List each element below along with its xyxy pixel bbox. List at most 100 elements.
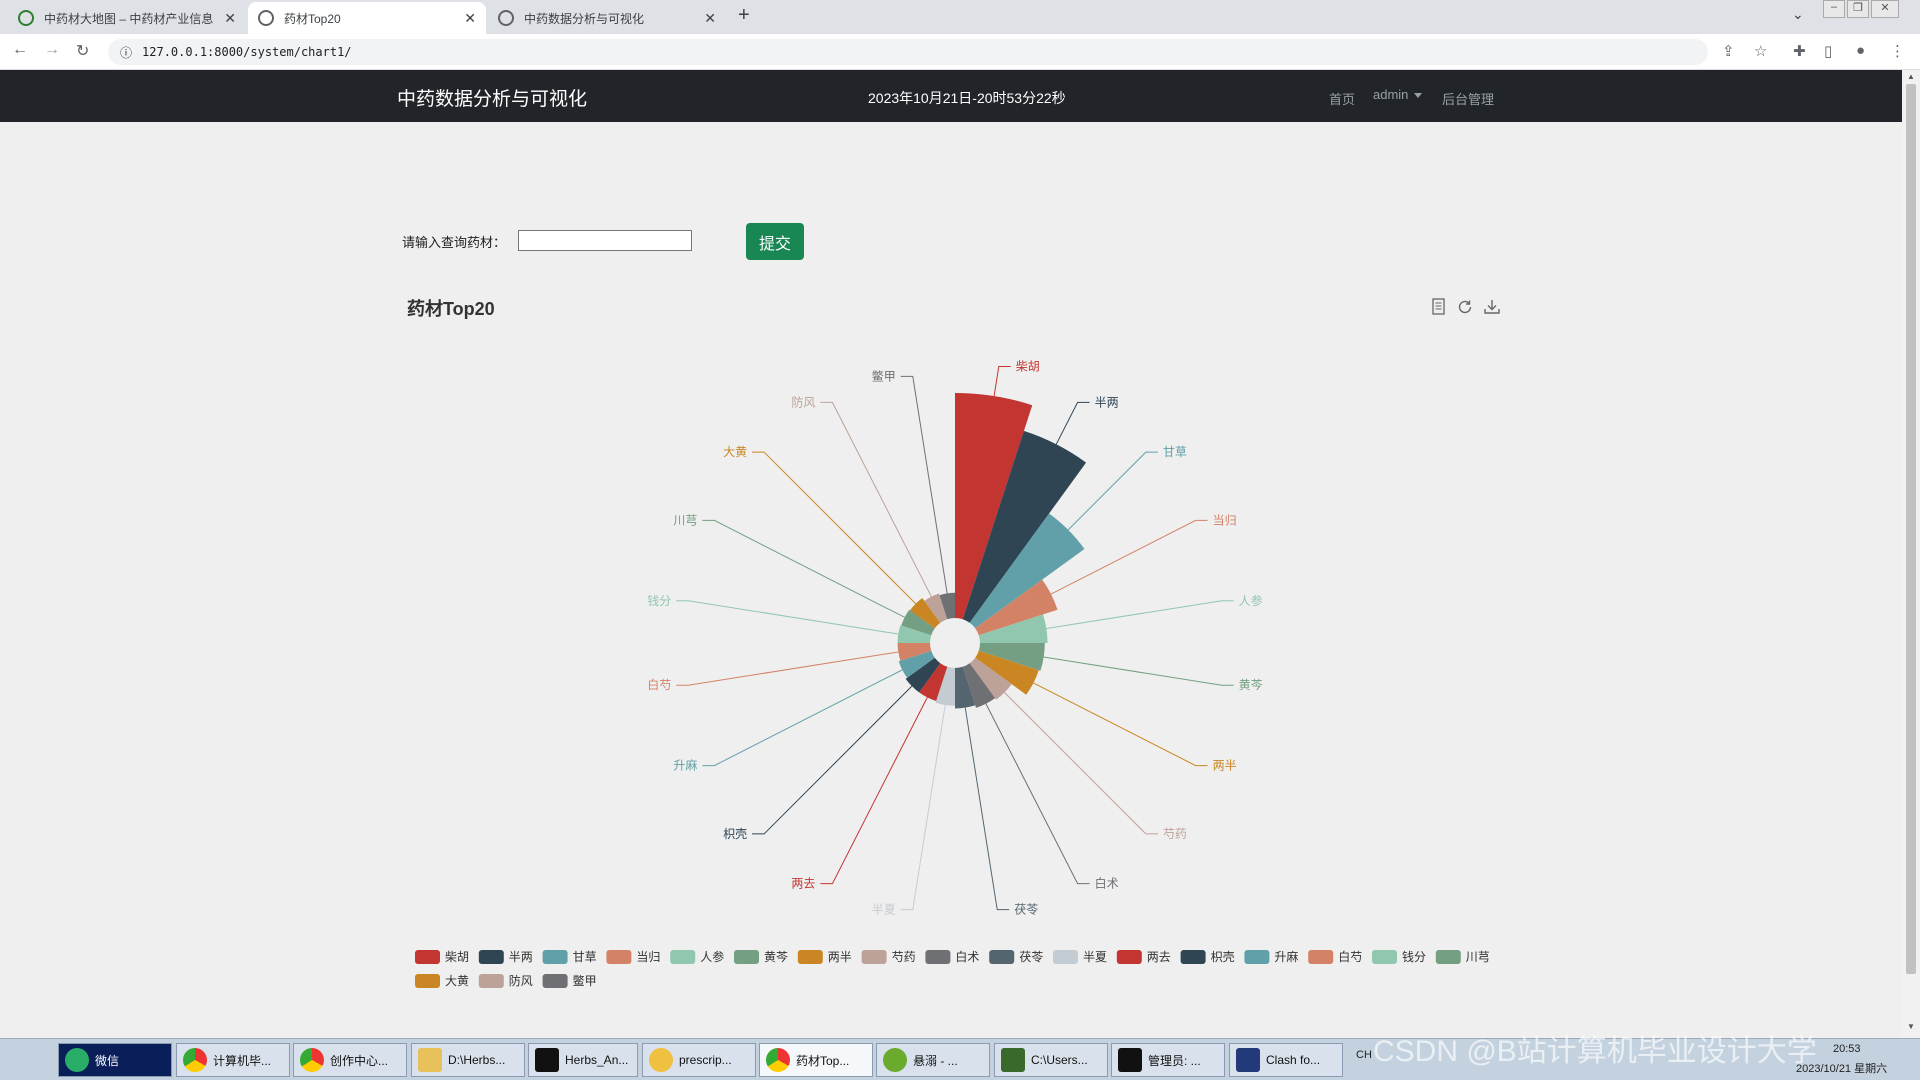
browser-tab-1[interactable]: 中药材大地图 – 中药材产业信息 ✕ xyxy=(8,2,246,34)
url-field[interactable]: ⓘ 127.0.0.1:8000/system/chart1/ xyxy=(108,39,1708,65)
legend-label[interactable]: 大黄 xyxy=(445,974,469,988)
legend-label[interactable]: 白芍 xyxy=(1338,949,1362,964)
new-tab-button[interactable]: + xyxy=(738,4,750,26)
rose-slice[interactable] xyxy=(978,614,1048,643)
legend-swatch[interactable] xyxy=(1308,950,1334,964)
profile-icon[interactable]: ● xyxy=(1856,42,1866,59)
rose-slice[interactable] xyxy=(962,663,996,708)
rose-slice[interactable] xyxy=(901,609,935,636)
side-panel-icon[interactable]: ▯ xyxy=(1824,43,1833,60)
legend-swatch[interactable] xyxy=(478,974,504,988)
taskbar-wechat[interactable]: 微信 xyxy=(58,1043,172,1077)
clock-time[interactable]: 20:53 xyxy=(1833,1043,1861,1055)
restore-icon[interactable] xyxy=(1456,298,1474,316)
legend-label[interactable]: 茯苓 xyxy=(1019,950,1043,964)
share-icon[interactable]: ⇪ xyxy=(1722,43,1735,60)
rose-slice[interactable] xyxy=(897,625,932,643)
save-image-icon[interactable] xyxy=(1483,298,1501,316)
close-icon[interactable]: ✕ xyxy=(464,10,476,26)
legend-swatch[interactable] xyxy=(797,950,823,964)
nav-admin-link[interactable]: 后台管理 xyxy=(1442,92,1495,107)
legend-label[interactable]: 钱分 xyxy=(1402,949,1426,964)
legend-label[interactable]: 半两 xyxy=(509,950,533,964)
data-view-icon[interactable] xyxy=(1431,298,1449,316)
rose-slice[interactable] xyxy=(939,592,955,620)
page-scrollbar[interactable]: ▲ ▼ xyxy=(1902,70,1920,1038)
taskbar-item[interactable]: Clash fo... xyxy=(1229,1043,1343,1077)
reload-icon[interactable]: ↻ xyxy=(76,43,90,60)
scroll-up-icon[interactable]: ▲ xyxy=(1907,72,1915,81)
herb-search-input[interactable] xyxy=(518,230,692,251)
rose-slice[interactable] xyxy=(955,666,976,709)
legend-swatch[interactable] xyxy=(925,950,951,964)
legend-swatch[interactable] xyxy=(1053,950,1078,964)
rose-slice[interactable] xyxy=(897,643,932,661)
legend-label[interactable]: 川芎 xyxy=(1466,950,1490,964)
legend-swatch[interactable] xyxy=(1372,950,1397,964)
language-indicator[interactable]: CH xyxy=(1356,1049,1372,1061)
legend-swatch[interactable] xyxy=(670,950,696,964)
legend-label[interactable]: 鳖甲 xyxy=(573,974,597,988)
legend-swatch[interactable] xyxy=(1244,950,1270,964)
restore-button[interactable]: ❐ xyxy=(1847,0,1869,18)
rose-slice[interactable] xyxy=(975,579,1058,636)
taskbar-item[interactable]: D:\Herbs... xyxy=(411,1043,525,1077)
legend-label[interactable]: 半夏 xyxy=(1083,950,1107,964)
rose-slice[interactable] xyxy=(935,666,955,706)
taskbar-item[interactable]: 计算机毕... xyxy=(176,1043,290,1077)
menu-icon[interactable]: ⋮ xyxy=(1890,43,1905,60)
legend-swatch[interactable] xyxy=(1435,950,1461,964)
star-icon[interactable]: ☆ xyxy=(1754,43,1768,60)
legend-label[interactable]: 当归 xyxy=(636,950,660,964)
taskbar-item[interactable]: C:\Users... xyxy=(994,1043,1108,1077)
taskbar-item[interactable]: 管理员: ... xyxy=(1111,1043,1225,1077)
legend-swatch[interactable] xyxy=(542,950,568,964)
taskbar-item[interactable]: 药材Top... xyxy=(759,1043,873,1077)
legend-label[interactable]: 黄芩 xyxy=(764,950,788,964)
legend-label[interactable]: 两去 xyxy=(1147,950,1171,964)
taskbar-item[interactable]: Herbs_An... xyxy=(528,1043,638,1077)
legend-swatch[interactable] xyxy=(415,974,440,988)
legend-label[interactable]: 甘草 xyxy=(573,950,597,964)
legend-swatch[interactable] xyxy=(415,950,440,964)
legend-swatch[interactable] xyxy=(734,950,759,964)
legend-label[interactable]: 两半 xyxy=(828,950,852,964)
browser-tab-3[interactable]: 中药数据分析与可视化 ✕ xyxy=(488,2,726,34)
legend-label[interactable]: 白术 xyxy=(955,949,979,964)
legend-swatch[interactable] xyxy=(1180,950,1206,964)
rose-slice[interactable] xyxy=(955,393,1033,620)
taskbar-item[interactable]: 创作中心... xyxy=(293,1043,407,1077)
scroll-thumb[interactable] xyxy=(1906,84,1916,974)
close-icon[interactable]: ✕ xyxy=(704,10,716,26)
legend-swatch[interactable] xyxy=(1116,950,1142,964)
rose-slice[interactable] xyxy=(905,657,941,693)
brand-title[interactable]: 中药数据分析与可视化 xyxy=(397,89,588,110)
close-icon[interactable]: ✕ xyxy=(224,10,236,26)
scroll-down-icon[interactable]: ▼ xyxy=(1907,1022,1915,1031)
rose-slice[interactable] xyxy=(969,657,1012,700)
legend-swatch[interactable] xyxy=(606,950,632,964)
rose-slice[interactable] xyxy=(924,593,948,623)
legend-label[interactable]: 柴胡 xyxy=(445,950,469,964)
rose-slice[interactable] xyxy=(898,650,935,678)
forward-icon[interactable]: → xyxy=(44,41,60,58)
taskbar-item[interactable]: prescrip... xyxy=(642,1043,756,1077)
legend-swatch[interactable] xyxy=(478,950,504,964)
back-icon[interactable]: ← xyxy=(12,41,28,58)
rose-slice[interactable] xyxy=(962,430,1087,623)
browser-tab-2[interactable]: 药材Top20 ✕ xyxy=(248,2,486,34)
window-close-button[interactable]: ✕ xyxy=(1871,0,1899,18)
clock-date[interactable]: 2023/10/21 星期六 xyxy=(1796,1063,1888,1075)
rose-slice[interactable] xyxy=(975,650,1039,695)
nav-home-link[interactable]: 首页 xyxy=(1329,92,1356,107)
legend-swatch[interactable] xyxy=(989,950,1015,964)
minimize-button[interactable]: – xyxy=(1823,0,1845,18)
rose-slice[interactable] xyxy=(969,513,1085,629)
legend-label[interactable]: 芍药 xyxy=(892,950,916,964)
submit-button[interactable]: 提交 xyxy=(746,223,804,260)
info-icon[interactable]: ⓘ xyxy=(120,45,133,60)
rose-slice[interactable] xyxy=(910,598,941,629)
extensions-icon[interactable]: ✚ xyxy=(1793,43,1806,60)
taskbar-item[interactable]: 悬溺 - ... xyxy=(876,1043,990,1077)
legend-label[interactable]: 枳壳 xyxy=(1211,950,1235,964)
